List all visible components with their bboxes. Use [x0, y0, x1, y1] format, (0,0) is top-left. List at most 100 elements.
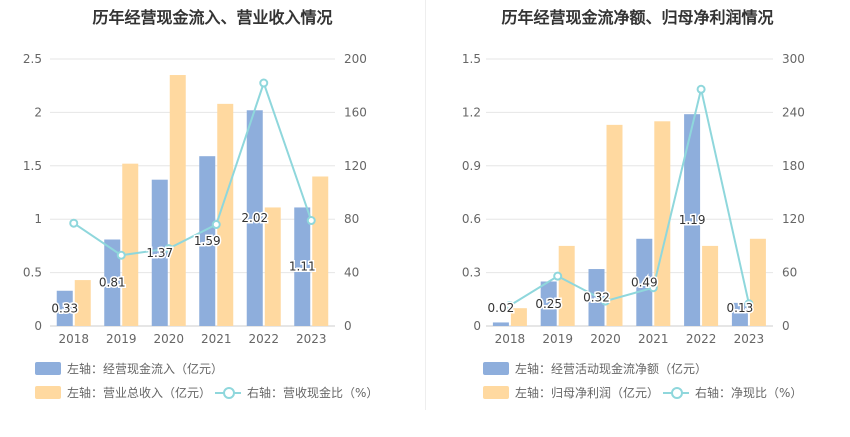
chart-panel-cashflow-revenue: 历年经营现金流入、营业收入情况 0 0.5 1 1.5 2 2.5 0 40 80 120 160 2…	[23, 8, 379, 401]
chart-plot: 0 0.5 1 1.5 2 2.5 0 40 80 120 160 200 2018 2019 2020 20…	[23, 52, 367, 346]
legend-label: 左轴：归母净利润（亿元）	[515, 386, 660, 400]
bar-primary	[246, 110, 263, 326]
data-label: 2.02	[241, 211, 268, 225]
y-tick-label-left: 0.9	[462, 159, 481, 173]
bar-secondary	[264, 207, 281, 326]
data-label: 1.11	[289, 260, 316, 274]
bar-secondary	[122, 163, 139, 326]
line-point	[696, 84, 706, 94]
line-series	[73, 79, 313, 257]
data-label: 1.59	[194, 234, 221, 248]
legend-item-series-2[interactable]: 左轴：营业总收入（亿元）	[35, 384, 211, 401]
x-tick-label: 2019	[542, 332, 573, 346]
bar-secondary	[217, 103, 234, 326]
line-point	[601, 296, 610, 306]
legend-item-series-2[interactable]: 左轴：归母净利润（亿元）	[483, 384, 659, 401]
bar-primary	[540, 281, 557, 326]
bar-primary	[56, 290, 73, 326]
chart-plot: 0 0.3 0.6 0.9 1.2 1.5 0 60 120 180 240 300 2018 2019 2…	[462, 52, 805, 346]
data-label: 0.32	[583, 291, 610, 305]
data-label: 1.37	[146, 246, 173, 260]
y-tick-label-left: 1.5	[23, 159, 42, 173]
data-label: 0.02	[488, 301, 515, 315]
line-point	[306, 216, 316, 226]
y-tick-label-right: 160	[344, 105, 367, 119]
data-label: 0.49	[631, 275, 658, 289]
bar-secondary	[606, 124, 623, 326]
x-tick-label: 2021	[638, 332, 669, 346]
bar-primary	[151, 179, 168, 326]
x-tick-label: 2022	[248, 332, 279, 346]
bar-primary	[684, 114, 701, 327]
bar-primary	[199, 156, 216, 326]
data-label: 0.25	[535, 297, 562, 311]
y-tick-label-left: 2	[34, 105, 42, 119]
legend-swatch	[35, 362, 61, 375]
data-label: 1.19	[679, 213, 706, 227]
y-tick-label-left: 0.5	[23, 266, 42, 280]
legend-swatch	[215, 386, 241, 399]
y-tick-label-right: 0	[344, 319, 352, 333]
chart-title: 历年经营现金流入、营业收入情况	[92, 8, 333, 27]
legend-item-series-3[interactable]: 右轴：营收现金比（%）	[215, 384, 378, 401]
y-tick-label-right: 180	[782, 159, 805, 173]
line-series	[509, 89, 750, 307]
panel-divider	[425, 0, 426, 410]
legend-swatch	[663, 386, 689, 399]
y-tick-label-left: 0	[473, 319, 481, 333]
x-tick-label: 2018	[58, 332, 89, 346]
line-point	[116, 250, 126, 260]
y-tick-label-right: 0	[782, 319, 790, 333]
data-label: 0.33	[51, 301, 78, 315]
legend-label: 左轴：经营活动现金流净额（亿元）	[515, 362, 708, 376]
x-tick-label: 2019	[106, 332, 137, 346]
x-tick-label: 2021	[201, 332, 232, 346]
legend-label: 左轴：营业总收入（亿元）	[67, 386, 212, 400]
bar-primary	[492, 322, 509, 326]
y-tick-label-left: 0.6	[462, 212, 481, 226]
y-tick-label-right: 300	[782, 52, 805, 66]
bar-secondary	[558, 245, 575, 326]
x-tick-label: 2023	[296, 332, 327, 346]
y-tick-label-left: 2.5	[23, 52, 42, 66]
x-tick-label: 2018	[495, 332, 526, 346]
legend-item-series-3[interactable]: 右轴：净现比（%）	[663, 384, 802, 401]
data-label: 0.13	[727, 301, 754, 315]
y-tick-label-right: 120	[344, 159, 367, 173]
x-tick-label: 2023	[734, 332, 765, 346]
line-point	[211, 220, 221, 230]
y-tick-label-left: 1	[34, 212, 42, 226]
line-point	[648, 283, 658, 293]
bar-primary	[588, 269, 605, 326]
y-tick-label-right: 40	[344, 266, 359, 280]
x-tick-label: 2022	[686, 332, 717, 346]
legend-label: 右轴：营收现金比（%）	[247, 386, 379, 400]
y-tick-label-left: 1.2	[462, 105, 481, 119]
x-tick-label: 2020	[590, 332, 621, 346]
legend-swatch	[35, 386, 61, 399]
y-tick-label-left: 0.3	[462, 266, 481, 280]
bar-secondary	[312, 176, 329, 326]
bar-primary	[104, 239, 121, 326]
bar-secondary	[654, 121, 671, 326]
y-tick-label-right: 80	[344, 212, 359, 226]
y-tick-label-right: 200	[344, 52, 367, 66]
legend-swatch	[483, 386, 509, 399]
legend-item-series-1[interactable]: 左轴：经营活动现金流净额（亿元）	[483, 360, 707, 377]
line-point	[505, 301, 515, 311]
bar-secondary	[74, 280, 91, 326]
y-tick-label-left: 1.5	[462, 52, 481, 66]
bar-primary	[636, 238, 653, 326]
line-point	[164, 244, 174, 254]
chart-title: 历年经营现金流净额、归母净利润情况	[501, 8, 774, 27]
bar-secondary	[702, 245, 719, 326]
legend-label: 右轴：净现比（%）	[695, 386, 803, 400]
legend-item-series-1[interactable]: 左轴：经营现金流入（亿元）	[35, 360, 223, 377]
x-tick-label: 2020	[153, 332, 184, 346]
line-point	[553, 271, 563, 281]
legend-label: 左轴：经营现金流入（亿元）	[67, 362, 224, 376]
line-point	[69, 218, 79, 228]
bar-primary	[731, 302, 748, 326]
line-point	[744, 299, 754, 309]
line-point	[259, 78, 269, 88]
